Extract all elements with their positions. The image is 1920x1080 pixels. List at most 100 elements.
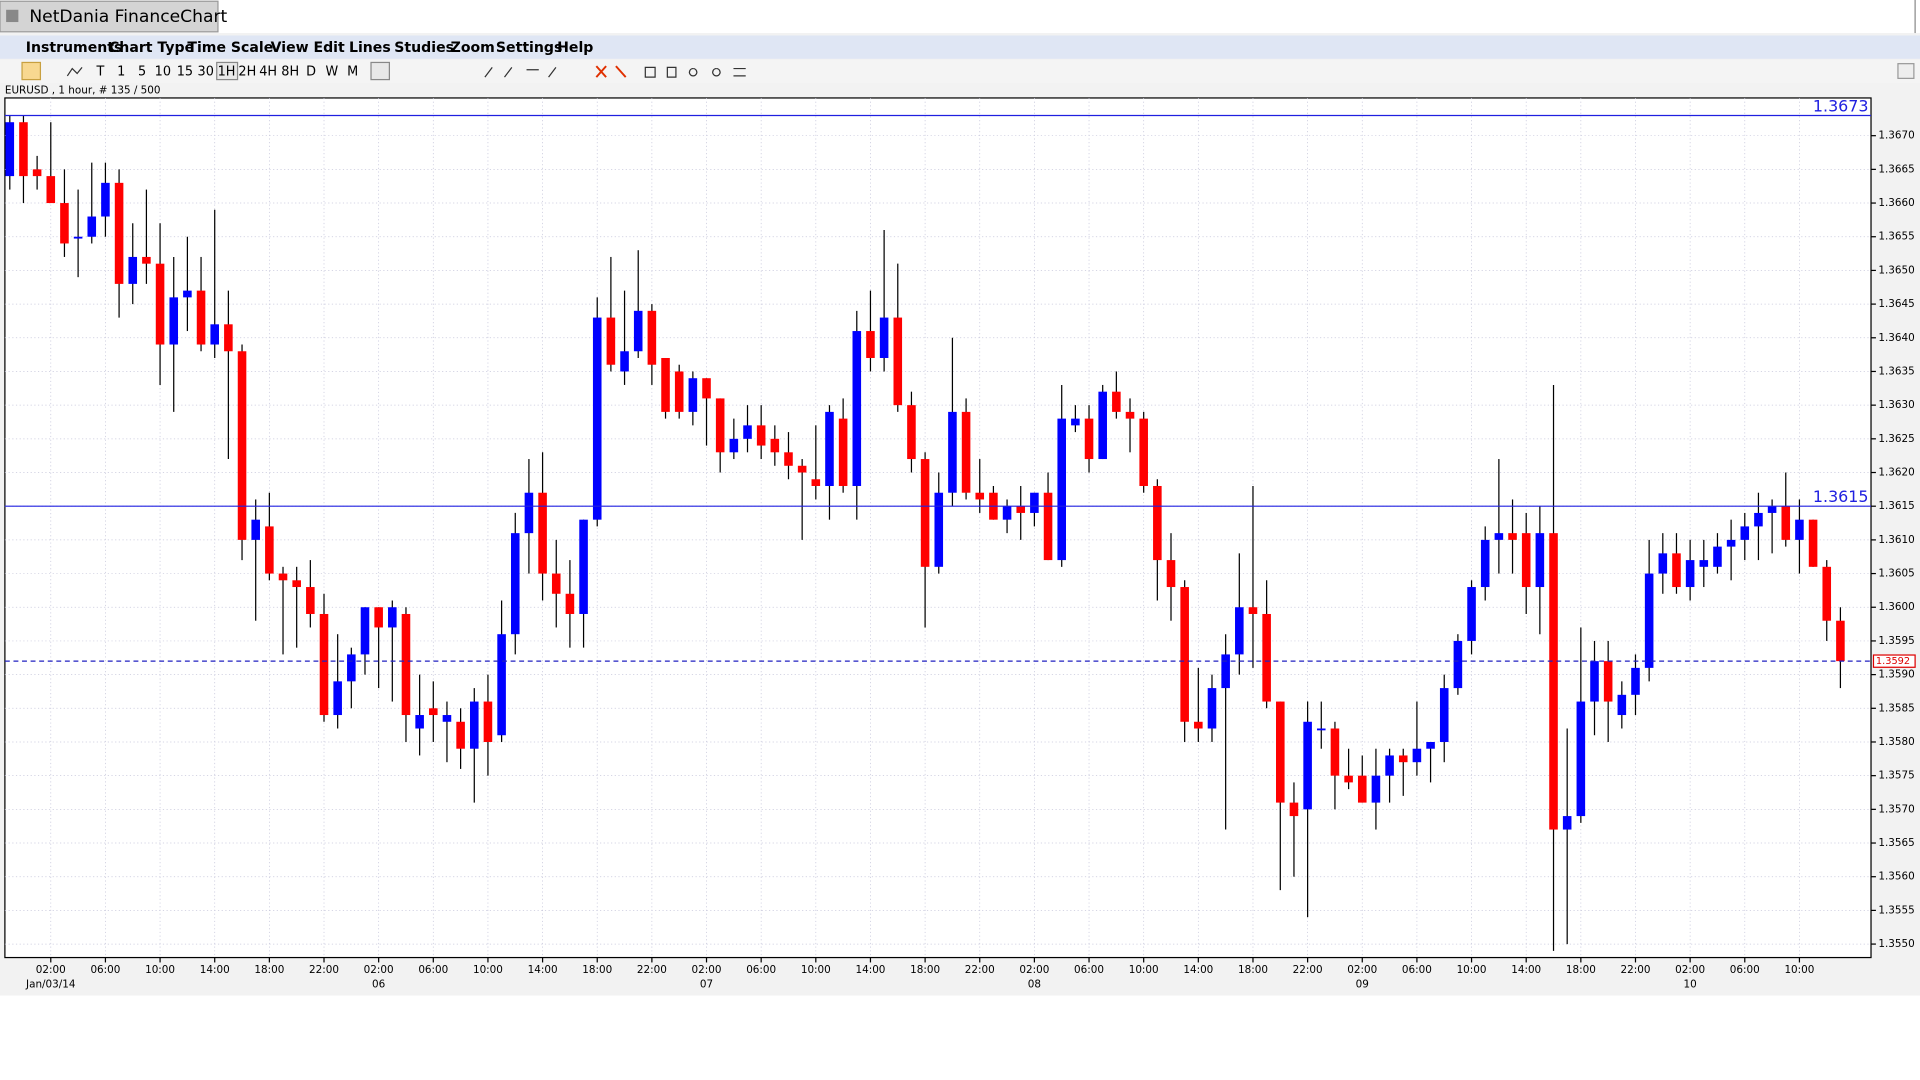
candle-body [510,533,520,635]
toolbar-button[interactable] [21,61,42,81]
candle-body [756,425,766,446]
timescale-button[interactable]: T [95,65,104,80]
candle-body [224,324,233,352]
candle-body [661,357,670,412]
candle-body [934,492,944,567]
candle-body [183,290,192,298]
panel-button[interactable] [1897,63,1915,79]
candle-body [1221,654,1230,689]
candle-body [483,701,493,742]
candle-body [620,351,629,372]
candle-body [1631,667,1640,695]
candle-body [1822,566,1832,621]
timescale-button[interactable]: M [347,65,358,80]
menu-item[interactable]: Edit [313,40,345,56]
timescale-button[interactable]: 1 [117,65,125,80]
menu-item[interactable]: View [271,40,309,56]
timescale-button[interactable]: 4H [259,65,277,80]
candle-body [306,587,315,614]
toolbar-button-active[interactable] [370,61,390,81]
x-tick-label: 14:00 [1183,964,1213,976]
date-label: 09 [1356,978,1369,990]
candle-body [1289,802,1299,817]
candle-body [1371,775,1381,803]
candle-body [169,297,179,345]
menu-item[interactable]: Time Scale [187,40,273,56]
candle-body [251,519,260,540]
horizontal-line-label: 1.3673 [1813,96,1869,115]
candle-body [401,613,411,716]
candle-body [825,411,834,486]
candle-body [907,405,916,460]
y-tick-label: 1.3625 [1878,433,1914,445]
x-tick-label: 22:00 [965,964,995,976]
candle-body [1535,533,1545,588]
timescale-button[interactable]: 10 [155,65,171,80]
date-label: 08 [1028,978,1041,990]
candle-body [961,411,971,493]
timescale-button[interactable]: D [306,65,316,80]
last-price-box [1872,654,1916,668]
candle-body [456,721,465,749]
candle-body [1112,391,1121,412]
timescale-button[interactable]: 15 [177,65,193,80]
candle-body [5,122,15,177]
menu-item[interactable]: Help [557,40,593,56]
candle-body [579,519,588,614]
y-tick-label: 1.3620 [1878,467,1914,479]
candle-body [1467,587,1476,641]
instrument-info: EURUSD , 1 hour, # 135 / 500 [5,85,161,97]
timescale-button[interactable]: 8H [281,65,299,80]
x-tick-label: 10:00 [145,964,175,976]
y-tick-label: 1.3570 [1878,803,1914,815]
title-tab [0,0,219,33]
candle-body [142,256,151,264]
menu-item[interactable]: Settings [496,40,562,56]
x-tick-label: 02:00 [36,964,66,976]
toolbar-icon[interactable] [595,65,627,78]
candle-body [893,317,903,406]
candle-body [1262,613,1271,702]
y-tick-label: 1.3660 [1878,197,1914,209]
candle-body [1139,418,1148,486]
menu-item[interactable]: Studies [394,40,454,56]
candle-body [920,459,930,567]
candle-body [442,715,452,722]
toolbar-icon[interactable] [644,66,746,78]
x-tick-label: 06:00 [418,964,448,976]
x-tick-label: 02:00 [1019,964,1049,976]
y-tick-label: 1.3585 [1878,702,1914,714]
menu-item[interactable]: Zoom [451,40,495,56]
last-price-label: 1.3592 [1876,656,1910,667]
menu-item[interactable]: Instruments [26,40,123,56]
y-tick-label: 1.3655 [1878,231,1914,243]
y-tick-label: 1.3565 [1878,837,1914,849]
candle-body [1494,533,1504,540]
toolbar-icon[interactable] [484,66,557,78]
candle-body [1316,728,1326,731]
menu-item[interactable]: Lines [349,40,391,56]
x-tick-label: 22:00 [1293,964,1323,976]
candle-body [237,351,247,540]
menu-item[interactable]: Chart Type [109,40,194,56]
candle-body [1125,411,1135,419]
x-tick-label: 18:00 [254,964,284,976]
timescale-button[interactable]: 30 [198,65,214,80]
timescale-button[interactable]: 2H [238,65,256,80]
timescale-button[interactable]: 5 [138,65,146,80]
candle-body [333,681,342,716]
toolbar-icon[interactable] [66,66,83,77]
candle-body [1344,775,1353,783]
toolbar-button-active[interactable] [216,61,239,81]
toolbar [0,60,1920,84]
candle-body [1398,755,1408,763]
candle-body [32,169,42,177]
x-tick-label: 10:00 [1129,964,1159,976]
candle-body [114,182,124,284]
y-tick-label: 1.3665 [1878,163,1914,175]
x-tick-label: 06:00 [1074,964,1104,976]
candle-body [1330,728,1340,776]
timescale-button[interactable]: W [325,65,338,80]
timescale-button[interactable]: 1H [218,65,236,80]
